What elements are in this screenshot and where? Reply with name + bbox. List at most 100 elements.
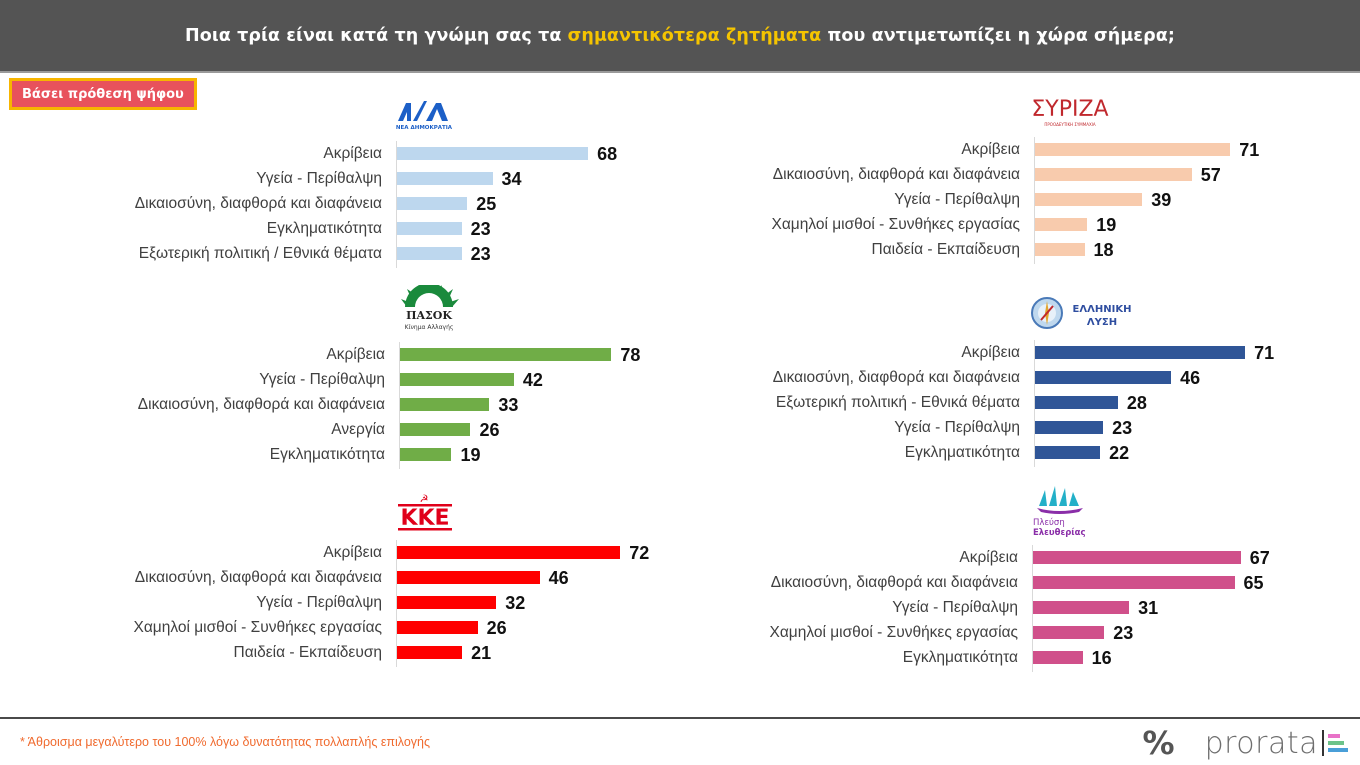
category-row: Υγεία - Περίθαλψη: [0, 168, 382, 190]
svg-text:ΠΡΟΟΔΕΥΤΙΚΗ ΣΥΜΜΑΧΙΑ: ΠΡΟΟΔΕΥΤΙΚΗ ΣΥΜΜΑΧΙΑ: [1044, 122, 1095, 127]
category-label: Ακρίβεια: [961, 141, 1020, 158]
value-label: 31: [1138, 598, 1159, 618]
value-label: 39: [1151, 190, 1172, 210]
category-label: Ανεργία: [331, 421, 385, 438]
category-label: Υγεία - Περίθαλψη: [256, 170, 382, 187]
category-label: Χαμηλοί μισθοί - Συνθήκες εργασίας: [769, 624, 1019, 641]
svg-text:ΛΥΣΗ: ΛΥΣΗ: [1087, 317, 1117, 328]
category-label: Εξωτερική πολιτική - Εθνικά θέματα: [775, 394, 1020, 411]
elliniki-lysi-logo-icon: ΕΛΛΗΝΙΚΗ ΛΥΣΗ: [1031, 297, 1132, 329]
footer-divider: [0, 717, 1360, 719]
bar: [400, 373, 514, 386]
category-row: Υγεία - Περίθαλψη: [0, 597, 1018, 619]
bar: [1035, 243, 1085, 256]
category-label: Δικαιοσύνη, διαφθορά και διαφάνεια: [772, 369, 1020, 386]
bar: [1035, 371, 1172, 384]
category-row: Εγκληματικότητα: [0, 647, 1018, 669]
value-label: 22: [1109, 443, 1130, 463]
category-row: Παιδεία - Εκπαίδευση: [0, 239, 1020, 261]
value-label: 26: [479, 420, 500, 440]
chart-axis: [396, 540, 397, 667]
category-row: Ακρίβεια: [0, 344, 385, 366]
value-label: 32: [505, 593, 526, 613]
category-label: Ακρίβεια: [959, 549, 1018, 566]
bar: [1035, 193, 1143, 206]
syriza-logo-icon: ΣΥΡΙΖΑ ΠΡΟΟΔΕΥΤΙΚΗ ΣΥΜΜΑΧΙΑ: [1031, 97, 1108, 127]
category-label: Παιδεία - Εκπαίδευση: [871, 241, 1020, 258]
bar: [1035, 346, 1246, 359]
value-label: 26: [486, 618, 507, 638]
bar: [397, 621, 478, 634]
category-label: Χαμηλοί μισθοί - Συνθήκες εργασίας: [771, 216, 1021, 233]
bar: [397, 197, 468, 210]
value-label: 78: [620, 345, 641, 365]
kke-logo: ☭ ΚΚΕ: [396, 492, 456, 534]
value-label: 65: [1243, 573, 1264, 593]
category-label: Υγεία - Περίθαλψη: [894, 191, 1020, 208]
value-label: 34: [501, 169, 522, 189]
bar: [1033, 626, 1105, 639]
bar: [397, 596, 497, 609]
category-row: Εγκληματικότητα: [0, 218, 382, 240]
svg-text:Πλεύση: Πλεύση: [1033, 517, 1065, 528]
bar: [1035, 143, 1231, 156]
svg-text:ΕΛΛΗΝΙΚΗ: ΕΛΛΗΝΙΚΗ: [1073, 304, 1132, 315]
category-row: Υγεία - Περίθαλψη: [0, 189, 1020, 211]
value-label: 16: [1091, 648, 1112, 668]
value-label: 18: [1093, 240, 1114, 260]
value-label: 68: [597, 144, 618, 164]
category-row: Παιδεία - Εκπαίδευση: [0, 642, 382, 664]
category-row: Ακρίβεια: [0, 342, 1020, 364]
category-row: Υγεία - Περίθαλψη: [0, 417, 1020, 439]
category-row: Δικαιοσύνη, διαφθορά και διαφάνεια: [0, 394, 385, 416]
page-title: Ποια τρία είναι κατά τη γνώμη σας τα σημ…: [185, 26, 1175, 46]
pasok-logo-icon: ΠΑΣΟΚ Κίνημα Αλλαγής: [401, 283, 459, 331]
chart-axis: [1034, 340, 1035, 467]
elliniki-lysi-logo: ΕΛΛΗΝΙΚΗ ΛΥΣΗ: [1030, 296, 1140, 332]
brand-name: prorata: [1204, 725, 1318, 761]
bar: [397, 172, 493, 185]
syriza-logo: ΣΥΡΙΖΑ ΠΡΟΟΔΕΥΤΙΚΗ ΣΥΜΜΑΧΙΑ: [1031, 90, 1112, 130]
category-label: Ακρίβεια: [961, 344, 1020, 361]
category-label: Δικαιοσύνη, διαφθορά και διαφάνεια: [137, 396, 385, 413]
plefsi-eleftherias-logo-icon: Πλεύση Ελευθερίας: [1033, 486, 1086, 538]
category-label: Εγκληματικότητα: [902, 649, 1018, 666]
value-label: 23: [1113, 623, 1134, 643]
category-label: Υγεία - Περίθαλψη: [259, 371, 385, 388]
category-label: Παιδεία - Εκπαίδευση: [233, 644, 382, 661]
bar: [397, 546, 621, 559]
title-highlight: σημαντικότερα ζητήματα: [567, 25, 822, 46]
bar: [397, 247, 462, 260]
bar: [397, 147, 589, 160]
category-row: Ακρίβεια: [0, 542, 382, 564]
bar: [400, 398, 490, 411]
pasok-logo: ΠΑΣΟΚ Κίνημα Αλλαγής: [397, 283, 463, 333]
bar: [1033, 576, 1235, 589]
value-label: 23: [1112, 418, 1133, 438]
category-label: Δικαιοσύνη, διαφθορά και διαφάνεια: [770, 574, 1018, 591]
category-row: Ακρίβεια: [0, 139, 1020, 161]
bar: [1035, 218, 1088, 231]
category-row: Χαμηλοί μισθοί - Συνθήκες εργασίας: [0, 617, 383, 639]
category-row: Χαμηλοί μισθοί - Συνθήκες εργασίας: [0, 622, 1019, 644]
category-label: Εγκληματικότητα: [904, 444, 1020, 461]
plefsi-eleftherias-logo: Πλεύση Ελευθερίας: [1033, 482, 1113, 538]
svg-text:Κίνημα Αλλαγής: Κίνημα Αλλαγής: [405, 324, 454, 331]
chart-axis: [1034, 137, 1035, 264]
category-row: Ακρίβεια: [0, 143, 382, 165]
value-label: 71: [1254, 343, 1275, 363]
bar: [400, 423, 471, 436]
category-row: Υγεία - Περίθαλψη: [0, 369, 385, 391]
value-label: 23: [470, 244, 491, 264]
category-label: Εγκληματικότητα: [266, 220, 382, 237]
kke-logo-icon: ☭ ΚΚΕ: [398, 494, 452, 531]
category-label: Δικαιοσύνη, διαφθορά και διαφάνεια: [134, 195, 382, 212]
category-row: Εξωτερική πολιτική - Εθνικά θέματα: [0, 392, 1020, 414]
value-label: 19: [1096, 215, 1117, 235]
svg-text:ΚΚΕ: ΚΚΕ: [400, 506, 449, 531]
category-row: Εγκληματικότητα: [0, 444, 385, 466]
value-label: 46: [548, 568, 569, 588]
svg-text:ΝΕΑ ΔΗΜΟΚΡΑΤΙΑ: ΝΕΑ ΔΗΜΟΚΡΑΤΙΑ: [396, 125, 453, 131]
chart-axis: [396, 141, 397, 268]
bar: [1035, 421, 1104, 434]
